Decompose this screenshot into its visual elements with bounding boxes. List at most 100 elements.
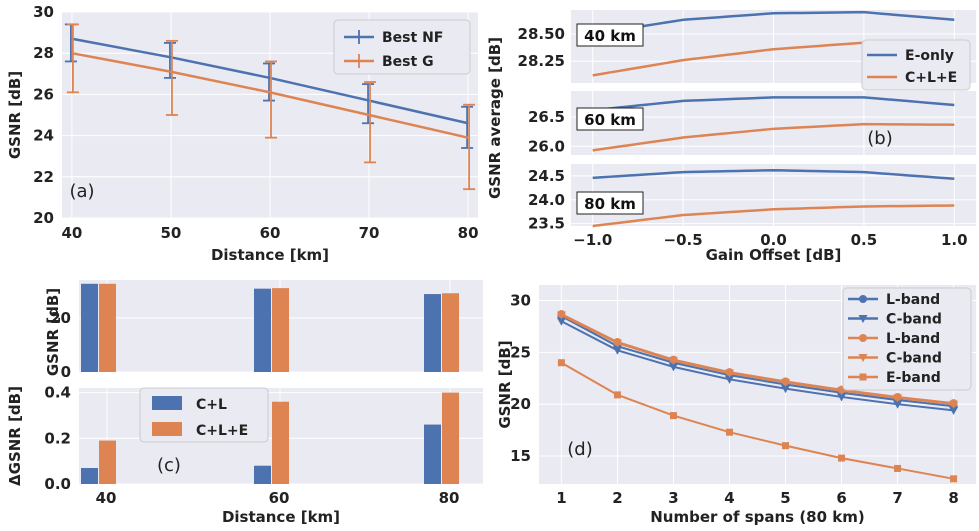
data-point [724,375,734,384]
legend-label: Best G [382,54,434,70]
series-line [71,37,469,125]
x-tick-label: 4 [724,489,734,507]
legend-d-3-label: C-band [886,351,942,367]
bar [424,424,441,484]
legend-label: Best NF [382,30,443,46]
legend-d-4-marker [859,373,867,381]
data-point [782,442,790,450]
x-tick-label: 1.0 [941,231,968,249]
data-point [949,400,959,409]
legend-d-4-label: E-band [886,370,941,386]
x-tick-label: 60 [260,224,281,242]
x-tick-label: 0.0 [760,231,787,249]
y-tick-label: 26 [33,85,54,103]
x-axis-label: Gain Offset [dB] [706,246,842,264]
data-point [612,346,622,355]
x-tick-label: 40 [96,489,117,507]
data-point [893,394,903,403]
legend-d-0-label: L-band [886,292,940,308]
y-tick-label: 20 [50,309,71,327]
panel-label: (b) [867,128,892,149]
data-point [837,387,847,396]
data-point [894,464,902,472]
y-tick-label: 28.50 [518,25,565,43]
distance-label: 80 km [584,195,636,213]
legend-d-2-label: L-band [886,331,940,347]
panel-label: (a) [69,181,94,202]
y-tick-label: 30 [33,3,54,21]
y-tick-label: 20 [510,395,531,413]
y-tick-label: 24 [33,127,54,145]
legend-1-label: C+L+E [905,70,957,86]
distance-label: 60 km [584,111,636,129]
legend-label: C+L+E [196,423,248,439]
series-curve [592,96,955,112]
series-curve [592,204,955,228]
data-point [612,339,622,348]
panel-label: (c) [157,455,181,476]
x-tick-label: 60 [269,489,290,507]
y-tick-label: 15 [510,447,531,465]
legend-d-0-marker [859,295,867,303]
y-tick-label: 25 [510,343,531,361]
distance-label-box [576,107,644,131]
data-point [950,475,958,483]
distance-label-box [576,23,644,47]
series-curve [592,122,955,152]
x-tick-label: 3 [668,489,678,507]
y-tick-label: 23.5 [528,215,565,233]
y-tick-label: 28.25 [518,52,565,70]
x-tick-label: 6 [836,489,846,507]
data-point [669,412,677,420]
y-tick-label: 24.0 [528,191,565,209]
series-line [71,51,469,139]
y-axis-label: ΔGSNR [dB] [6,386,24,486]
bar [272,288,289,372]
x-tick-label: 0.5 [851,231,878,249]
y-tick-label: 0.2 [44,429,71,447]
series-line [560,320,954,412]
y-axis-label: GSNR [dB] [44,288,62,376]
panel-label: (d) [567,439,592,460]
x-tick-label: 7 [892,489,902,507]
data-point [556,311,566,320]
y-tick-label: 28 [33,44,54,62]
distance-label-box [576,191,644,215]
legend-swatch [152,422,182,436]
bar [99,440,116,484]
series-line [560,361,954,480]
bar [254,465,271,484]
y-tick-label: 26.0 [528,137,565,155]
legend-0-label: E-only [905,48,954,64]
data-point [613,391,621,399]
legend-d-1-label: C-band [886,312,942,328]
x-tick-label: −0.5 [664,231,703,249]
bar [81,468,98,484]
y-tick-label: 0.4 [44,384,71,402]
x-tick-label: 5 [780,489,790,507]
data-point [725,428,733,436]
data-point [668,363,678,372]
data-point [781,385,791,394]
legend-d-2-marker [859,334,867,342]
data-point [668,357,678,366]
series-curve [592,168,955,181]
series-line [560,315,954,408]
y-tick-label: 30 [510,292,531,310]
bar [272,401,289,484]
x-tick-label: 50 [161,224,182,242]
legend-d-1-marker [858,315,868,323]
data-point [838,454,846,462]
legend-swatch [152,396,182,410]
legend-d-3-marker [858,354,868,362]
bar [442,392,459,484]
x-tick-label: 1 [556,489,566,507]
x-tick-label: 80 [439,489,460,507]
y-axis-label: GSNR [dB] [496,340,514,428]
y-tick-label: 0.0 [44,475,71,493]
data-point [781,378,791,387]
x-axis-label: Distance [km] [211,246,329,264]
y-tick-label: 26.5 [528,108,565,126]
data-point [556,317,566,326]
